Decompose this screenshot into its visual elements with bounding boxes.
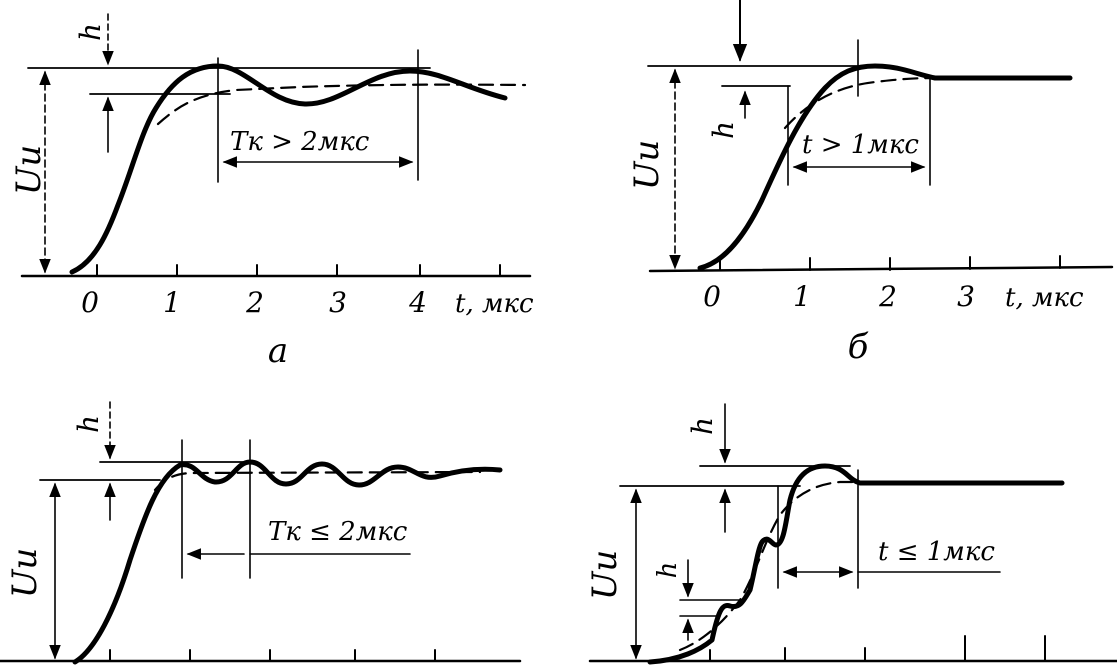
overshoot-label: h [74,23,107,41]
tick-label: 2 [245,286,264,319]
panel-caption: а [268,331,288,371]
axis-ticks [96,264,501,277]
panel-c: Uи h Tк ≤ 2мкс [0,401,522,665]
tick-label: 3 [957,280,975,313]
time-label: t > 1мкс [802,130,919,160]
panel-d: Uи h h t ≤ 1мкс [585,403,1117,665]
time-axis-label: t, мкс [1005,283,1084,313]
amplitude-label: Uи [627,140,667,191]
time-label: t ≤ 1мкс [878,537,995,567]
time-axis-label: t, мкс [455,289,534,319]
amplitude-label: Uи [9,145,49,196]
overshoot-label: h [72,415,105,433]
tick-label: 2 [878,280,897,313]
response-curve [697,63,1073,271]
period-label: Tк ≤ 2мкс [268,517,408,547]
tick-label: 0 [81,286,99,319]
steady-dashed-curve [156,83,527,126]
axis-ticks [719,255,1061,271]
tick-labels: 0 1 2 3 [703,280,975,313]
time-axis [648,265,1114,273]
axis-ticks [709,635,1046,662]
panel-caption: б [848,327,869,367]
steady-dashed-curve [783,76,937,130]
axis-ticks [109,649,436,662]
tick-label: 4 [408,286,427,319]
panel-a: Uи h Tк > 2мкс 0 1 2 3 4 t, мкс а [9,13,534,371]
tick-label: 1 [793,280,811,313]
overshoot-label: h [686,417,719,435]
tick-labels: 0 1 2 3 4 [81,286,427,319]
tick-label: 1 [163,286,181,319]
steady-dashed-curve [678,480,862,652]
response-curve [647,463,1065,665]
overshoot-label: h [707,121,740,139]
response-curve [69,63,508,275]
response-curve [72,459,503,665]
tick-label: 0 [703,280,721,313]
amplitude-label: Uи [5,548,45,599]
amplitude-label: Uи [585,550,625,601]
period-label: Tк > 2мкс [230,127,370,157]
tick-label: 3 [329,286,347,319]
step-label: h [653,562,683,579]
panel-b: Uи h t > 1мкс 0 1 2 3 t, мкс б [627,0,1114,367]
